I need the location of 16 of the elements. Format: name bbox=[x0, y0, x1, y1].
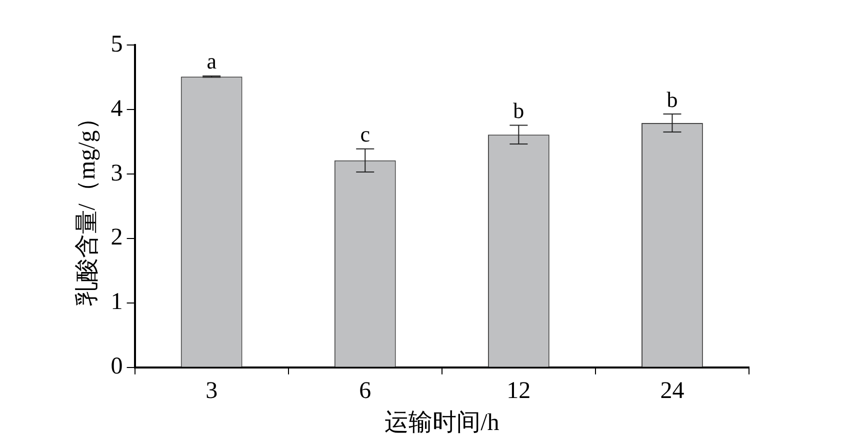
annotation: b bbox=[666, 86, 678, 112]
y-tick-label: 3 bbox=[110, 160, 123, 186]
annotation: c bbox=[360, 122, 370, 147]
x-axis-title: 运输时间/h bbox=[384, 410, 500, 436]
x-tick-label: 12 bbox=[506, 378, 531, 404]
x-tick-label: 6 bbox=[359, 378, 372, 404]
y-tick-label: 1 bbox=[110, 289, 123, 316]
y-tick-label: 4 bbox=[110, 96, 123, 122]
y-tick-label: 5 bbox=[110, 31, 123, 58]
y-axis-title: 乳酸含量/（mg/g） bbox=[74, 106, 101, 306]
y-tick-label: 0 bbox=[110, 354, 123, 380]
y-tick-label: 2 bbox=[110, 224, 123, 251]
x-tick-label: 24 bbox=[660, 378, 684, 404]
annotation: a bbox=[206, 48, 217, 74]
x-tick-label: 3 bbox=[206, 378, 218, 404]
annotation: b bbox=[513, 98, 524, 124]
